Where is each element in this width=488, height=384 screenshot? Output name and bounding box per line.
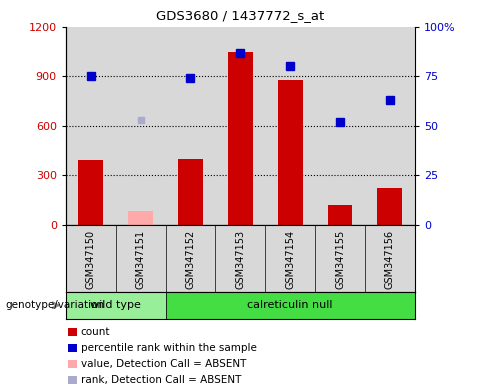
Text: GSM347153: GSM347153 [235,230,245,289]
Text: GSM347152: GSM347152 [185,230,196,289]
Bar [178,159,203,225]
Text: value, Detection Call = ABSENT: value, Detection Call = ABSENT [81,359,246,369]
Bar [278,79,303,225]
Bar [128,212,153,225]
Text: percentile rank within the sample: percentile rank within the sample [81,343,256,353]
Text: count: count [81,327,110,337]
Bar [66,292,165,319]
Text: GSM347155: GSM347155 [335,230,345,289]
Bar [377,189,402,225]
Text: GSM347154: GSM347154 [285,230,295,289]
Bar [327,205,352,225]
Bar [165,292,415,319]
Text: wild type: wild type [90,300,141,310]
Text: GSM347151: GSM347151 [136,230,145,289]
Title: GDS3680 / 1437772_s_at: GDS3680 / 1437772_s_at [156,8,325,22]
Text: GSM347150: GSM347150 [86,230,96,289]
Text: genotype/variation: genotype/variation [5,300,104,310]
Text: rank, Detection Call = ABSENT: rank, Detection Call = ABSENT [81,375,241,384]
Text: GSM347156: GSM347156 [385,230,395,289]
Bar [228,51,253,225]
Text: calreticulin null: calreticulin null [247,300,333,310]
Bar [79,161,103,225]
